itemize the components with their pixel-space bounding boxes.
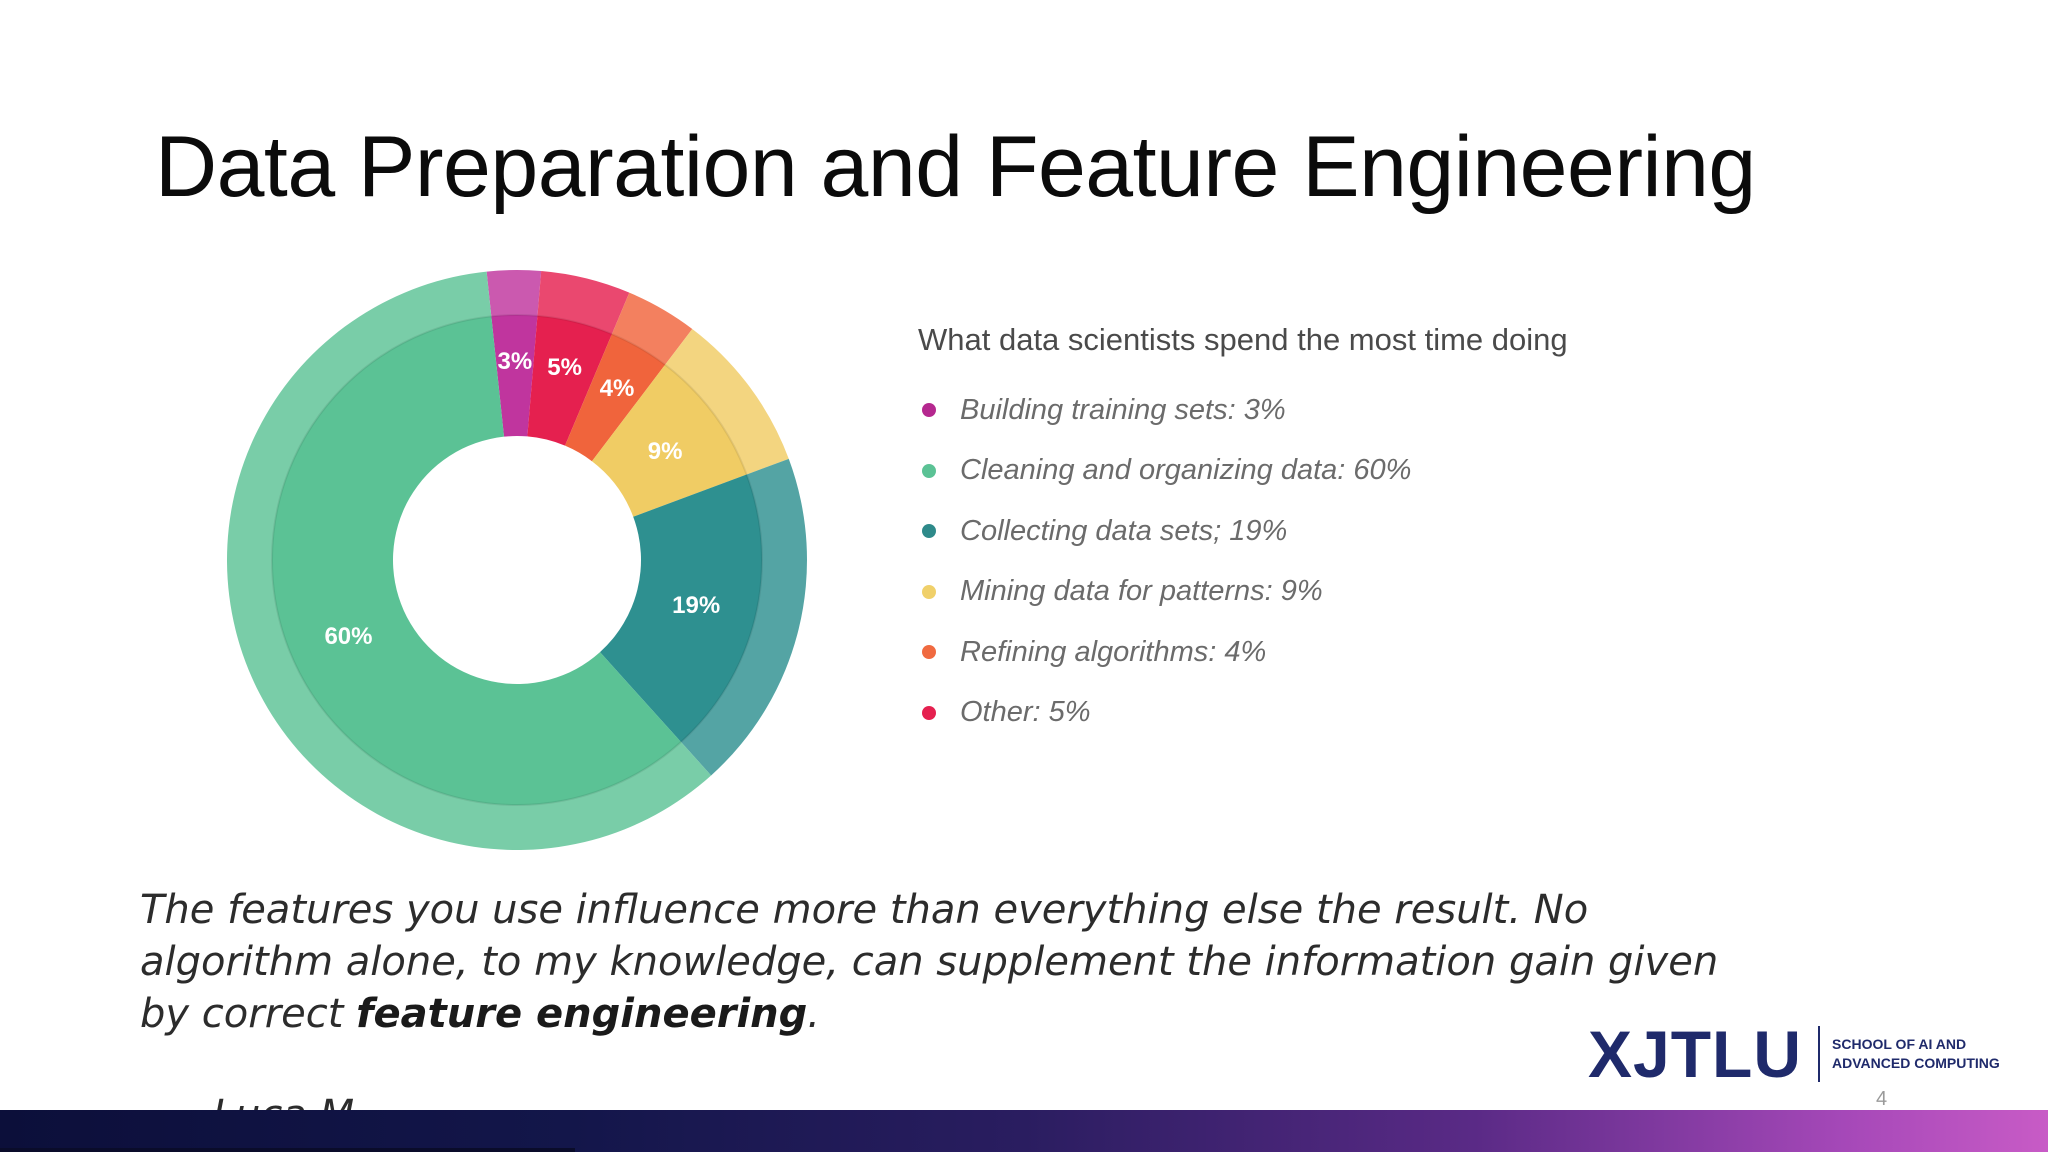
donut-value-label: 4% [600, 375, 635, 402]
logo-subtitle: SCHOOL OF AI AND ADVANCED COMPUTING [1832, 1036, 2000, 1071]
xjtlu-logo: XJTLU SCHOOL OF AI AND ADVANCED COMPUTIN… [1588, 1017, 2000, 1091]
donut-slice-outer [226, 271, 712, 850]
logo-divider [1818, 1026, 1821, 1082]
legend-item: Mining data for patterns: 9% [918, 562, 1568, 623]
bottom-gradient-bar [0, 1110, 2048, 1152]
legend-dot [922, 645, 936, 660]
donut-slice-outer [486, 270, 542, 319]
donut-slice-outer [611, 292, 693, 367]
legend-label: Cleaning and organizing data: 60% [960, 454, 1412, 487]
chart-legend: What data scientists spend the most time… [918, 322, 1568, 743]
legend-label: Mining data for patterns: 9% [960, 575, 1323, 608]
legend-label: Other: 5% [960, 696, 1091, 729]
legend-dot [922, 584, 936, 599]
legend-item: Refining algorithms: 4% [918, 622, 1568, 683]
quote-text-after: . [807, 991, 820, 1037]
legend-dot [922, 463, 936, 478]
donut-slice-outer [663, 328, 789, 476]
legend-item: Collecting data sets; 19% [918, 501, 1568, 562]
donut-value-label: 5% [547, 354, 582, 381]
bottom-bar-accent [0, 1148, 575, 1152]
legend-label: Refining algorithms: 4% [960, 635, 1267, 668]
legend-label: Building training sets: 3% [960, 393, 1286, 426]
slide-title: Data Preparation and Feature Engineering [155, 119, 1756, 215]
donut-slice [591, 364, 747, 517]
donut-slice [271, 316, 681, 805]
quote-text-before: The features you use influence more than… [140, 887, 1719, 1037]
donut-value-label: 9% [648, 438, 683, 465]
legend-item: Building training sets: 3% [918, 380, 1568, 441]
legend-label: Collecting data sets; 19% [960, 514, 1288, 547]
donut-slice [527, 315, 612, 446]
logo-wordmark: XJTLU [1588, 1017, 1803, 1091]
donut-value-label: 60% [324, 623, 372, 650]
legend-item: Cleaning and organizing data: 60% [918, 441, 1568, 502]
donut-chart-figure: 3% 5% 4% 9% 19% 60% What data scientists spen… [170, 240, 1740, 860]
donut-slice [565, 334, 666, 462]
donut-value-label: 3% [498, 348, 533, 375]
donut-slice [599, 474, 762, 743]
legend-dot [922, 705, 936, 720]
quote-text: The features you use influence more than… [140, 884, 1740, 1040]
donut-ring-divider [271, 314, 763, 806]
donut-slice-outer [679, 458, 807, 776]
chart-title: What data scientists spend the most time… [918, 322, 1568, 357]
quote-bold-text: feature engineering [356, 991, 808, 1037]
page-number: 4 [1876, 1088, 1888, 1110]
legend-item: Other: 5% [918, 683, 1568, 744]
legend-dot [922, 524, 936, 539]
donut-chart: 3% 5% 4% 9% 19% 60% [226, 270, 807, 850]
donut-value-label: 19% [672, 592, 720, 619]
legend-dot [922, 403, 936, 418]
donut-slice [491, 315, 538, 437]
